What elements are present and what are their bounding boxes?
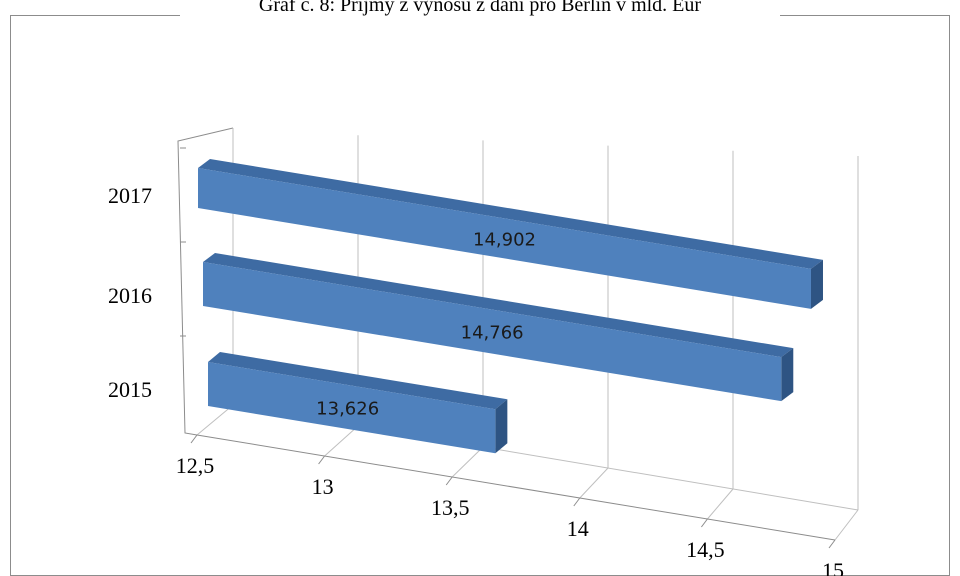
x-axis-line: [196, 434, 836, 541]
x-tick: [318, 455, 326, 465]
x-tick: [701, 518, 708, 528]
bar-side-face: [495, 399, 508, 454]
gridline-floor: [579, 467, 609, 499]
x-tick-label: 15: [822, 558, 844, 576]
bar-top-face: [198, 159, 823, 269]
x-tick: [573, 497, 581, 507]
gridline-floor: [834, 509, 859, 541]
y-tick-label: 2016: [108, 283, 152, 308]
x-tick-label: 13: [312, 474, 334, 499]
bar-data-label: 13,626: [316, 399, 379, 420]
chart-title: Graf č. 8: Příjmy z výnosu z daní pro Be…: [259, 0, 701, 16]
bar-data-label: 14,902: [473, 229, 536, 250]
gridline-floor: [707, 488, 734, 520]
labels: 12,5 13 13,5 14 14,5 15 2015 2016 2017 13,626 14,7…: [108, 183, 844, 576]
y-axis-line: [177, 127, 234, 436]
bar-side-face: [810, 259, 823, 309]
x-tick-label: 14,5: [686, 537, 725, 562]
gridline-floor: [451, 446, 484, 478]
bar: [208, 362, 496, 454]
x-tick-label: 13,5: [431, 495, 470, 520]
y-tick-label: 2017: [108, 183, 152, 208]
x-tick-label: 12,5: [176, 453, 215, 478]
bar-data-label: 14,766: [461, 323, 524, 344]
gridline-floor: [196, 404, 234, 436]
bar: [203, 262, 782, 402]
bars: [198, 159, 823, 454]
y-tick-label: 2015: [108, 377, 152, 402]
gridline-floor: [324, 425, 359, 457]
bar: [198, 168, 811, 309]
x-tick: [190, 434, 198, 444]
bar-top-face: [203, 253, 794, 358]
x-tick: [445, 476, 453, 486]
x-tick-label: 14: [567, 516, 589, 541]
title-background: [180, 0, 780, 18]
bar-side-face: [781, 348, 794, 402]
bar-top-face: [208, 352, 508, 410]
x-tick: [828, 539, 836, 549]
